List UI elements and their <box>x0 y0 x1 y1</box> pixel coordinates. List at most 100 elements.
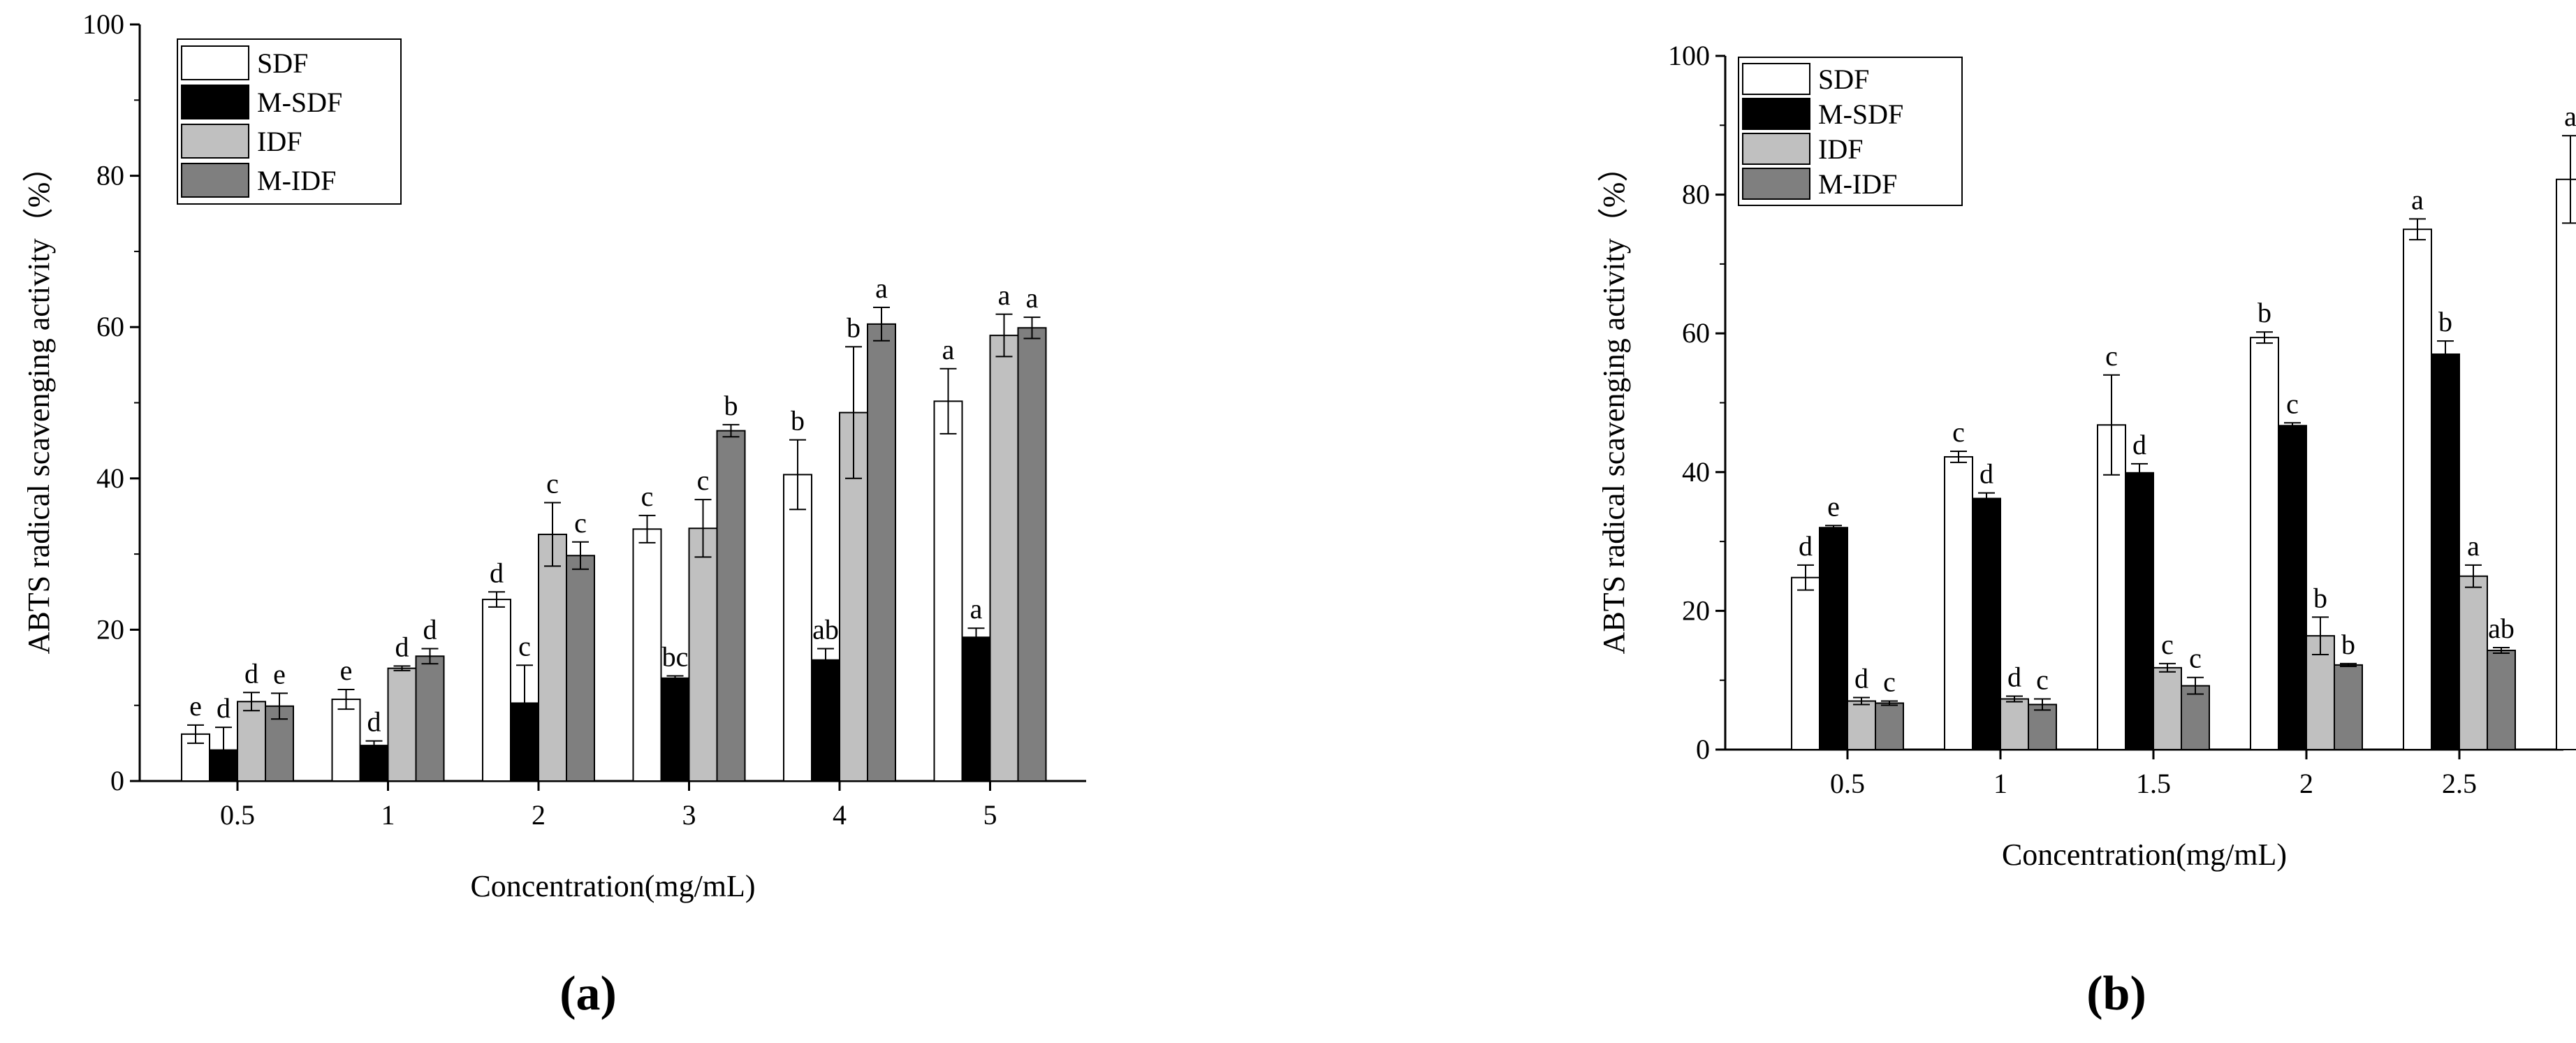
significance-label: e <box>273 658 286 690</box>
significance-label: d <box>2132 429 2146 460</box>
bar <box>2250 337 2279 750</box>
bar <box>688 527 718 782</box>
bar <box>2125 472 2154 751</box>
significance-label: d <box>395 631 409 662</box>
bar <box>2431 353 2460 750</box>
significance-label: c <box>697 465 710 496</box>
significance-label: d <box>217 692 230 724</box>
y-axis-title: ABTS radical scavenging activity（%） <box>22 152 56 655</box>
bar <box>2334 664 2363 750</box>
bar <box>716 430 746 782</box>
legend-swatch <box>181 45 249 80</box>
significance-label: a <box>942 334 955 365</box>
legend-swatch <box>181 163 249 198</box>
y-tick-label: 80 <box>96 160 124 191</box>
y-tick-label: 100 <box>82 8 124 40</box>
significance-label: d <box>1854 663 1868 694</box>
legend-label: IDF <box>1818 133 1863 165</box>
x-tick-label: 1 <box>1993 768 2007 799</box>
significance-label: b <box>724 390 738 421</box>
x-axis-title: Concentration(mg/mL) <box>2002 838 2287 872</box>
bar <box>961 636 991 782</box>
significance-label: d <box>490 557 504 588</box>
significance-label: e <box>1827 490 1840 522</box>
legend-swatch <box>1742 133 1810 165</box>
legend-box <box>1738 57 1963 206</box>
x-tick-label: 2 <box>532 799 546 831</box>
bar <box>1944 455 1973 750</box>
bar <box>2487 650 2516 750</box>
significance-label: d <box>367 706 381 738</box>
bar <box>566 555 595 782</box>
bar <box>867 323 896 782</box>
y-tick-label: 60 <box>96 311 124 342</box>
bar <box>1847 700 1876 750</box>
bar <box>2097 424 2126 750</box>
significance-label: c <box>1883 666 1896 697</box>
significance-label: c <box>2105 340 2118 372</box>
significance-label: a <box>2564 101 2576 132</box>
significance-label: c <box>574 507 587 539</box>
legend-swatch <box>181 124 249 159</box>
x-tick-label: 5 <box>983 799 997 831</box>
bar <box>2556 178 2576 750</box>
significance-label: d <box>2007 662 2021 693</box>
legend-label: SDF <box>1818 64 1869 95</box>
significance-label: d <box>244 657 258 689</box>
bar <box>415 655 445 782</box>
bar <box>811 659 840 782</box>
significance-label: a <box>1026 282 1039 314</box>
y-tick-label: 0 <box>110 765 124 796</box>
bar <box>783 474 812 782</box>
legend-label: SDF <box>257 48 308 79</box>
bar <box>1791 576 1820 751</box>
bar <box>331 699 361 782</box>
significance-label: ab <box>812 613 839 645</box>
significance-label: e <box>189 690 202 722</box>
x-tick-label: 0.5 <box>1830 768 1865 799</box>
significance-label: e <box>340 655 353 686</box>
bar <box>482 599 511 782</box>
significance-label: c <box>2161 629 2174 660</box>
significance-label: bc <box>662 641 689 672</box>
x-tick-label: 4 <box>833 799 847 831</box>
significance-label: a <box>2411 184 2424 215</box>
y-tick-label: 20 <box>1682 595 1710 626</box>
bar <box>2278 425 2307 750</box>
y-axis-title: ABTS radical scavenging activity（%） <box>1597 152 1631 655</box>
bar <box>1875 702 1904 750</box>
y-tick-label: 20 <box>96 613 124 645</box>
bar <box>660 677 690 782</box>
significance-label: d <box>423 613 437 645</box>
significance-label: a <box>875 272 888 304</box>
significance-label: c <box>2036 664 2049 696</box>
x-tick-label: 0.5 <box>220 799 255 831</box>
significance-label: c <box>518 630 531 662</box>
bar <box>387 667 417 782</box>
bar <box>2028 703 2057 751</box>
bar <box>237 701 266 782</box>
significance-label: c <box>2189 643 2202 674</box>
legend-swatch <box>181 85 249 119</box>
x-tick-label: 1.5 <box>2136 768 2171 799</box>
panel-label: (b) <box>2086 967 2146 1021</box>
legend-label: M-SDF <box>257 87 342 118</box>
bar <box>359 745 389 782</box>
y-tick-label: 40 <box>96 462 124 494</box>
x-tick-label: 2.5 <box>2442 768 2477 799</box>
significance-label: a <box>998 279 1011 311</box>
significance-label: b <box>2313 582 2327 613</box>
bar <box>2000 698 2029 750</box>
legend-swatch <box>1742 168 1810 200</box>
bar <box>989 335 1019 782</box>
legend-label: IDF <box>257 126 302 157</box>
y-tick-label: 100 <box>1668 40 1710 71</box>
significance-label: d <box>1979 458 1993 490</box>
legend-swatch <box>1742 98 1810 130</box>
y-tick-label: 0 <box>1696 734 1710 765</box>
panel-label: (a) <box>559 967 617 1021</box>
legend-swatch <box>1742 63 1810 95</box>
significance-label: b <box>791 405 805 437</box>
